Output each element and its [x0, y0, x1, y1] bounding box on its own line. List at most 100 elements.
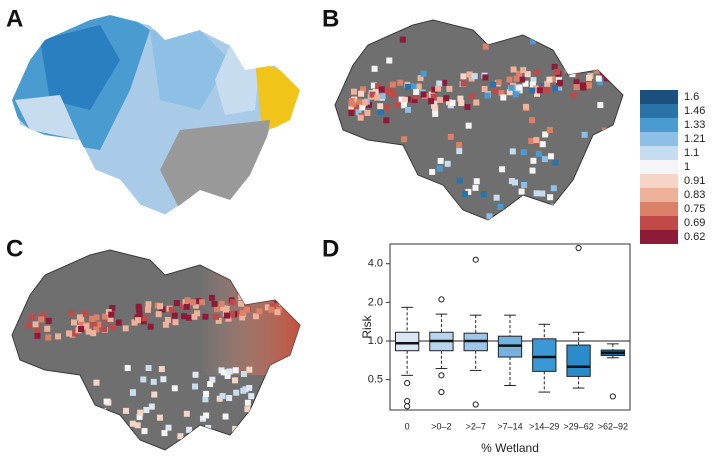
map-cell: [405, 106, 412, 113]
map-cell: [190, 299, 197, 306]
map-cell: [443, 95, 450, 102]
map-cell: [113, 432, 120, 439]
map-cell: [114, 423, 121, 430]
colorbar-cell: [640, 132, 678, 146]
map-cell: [199, 415, 206, 422]
map-cell: [421, 205, 428, 212]
map-cell: [68, 310, 75, 317]
map-cell: [278, 299, 285, 306]
outlier: [438, 296, 445, 303]
map-cell: [268, 306, 275, 313]
map-cell: [481, 85, 488, 92]
map-cell: [389, 81, 396, 88]
map-cell: [521, 200, 528, 207]
map-cell: [556, 79, 563, 86]
map-cell: [38, 316, 45, 323]
map-cell: [594, 41, 601, 48]
map-cell: [252, 313, 259, 320]
map-cell: [192, 371, 199, 378]
map-cell: [541, 156, 548, 163]
map-cell: [180, 303, 187, 310]
map-cell: [420, 70, 427, 77]
colorbar-cell: [640, 230, 678, 244]
map-cell: [410, 197, 417, 204]
map-cell: [211, 300, 218, 307]
map-cell: [162, 321, 169, 328]
map-cell: [89, 315, 96, 322]
y-tick-label: 2.0: [368, 296, 383, 308]
map-cell: [585, 82, 592, 89]
map-cell: [386, 90, 393, 97]
box-plot: % Wetland Risk 0.5 1.0 2.0 4.0 0 >0–2 >2–7 >7–1…: [360, 243, 631, 455]
map-cell: [228, 311, 235, 318]
panel-label: C: [6, 235, 23, 262]
colorbar-label: 1.33: [684, 119, 705, 131]
map-cell: [490, 81, 497, 88]
map-cell: [484, 92, 491, 99]
map-cell: [589, 59, 596, 66]
map-cell: [243, 306, 250, 313]
map-cell: [394, 102, 401, 109]
map-cell: [379, 93, 386, 100]
map-cell: [226, 395, 233, 402]
map-cell: [103, 398, 110, 405]
map-cell: [578, 57, 585, 64]
map-cell: [372, 89, 379, 96]
map-cell: [242, 386, 249, 393]
box: [394, 331, 420, 352]
map-cell: [225, 315, 232, 322]
map-cell: [441, 79, 448, 86]
map-cell: [500, 94, 507, 101]
map-cell: [616, 58, 623, 65]
map-cell: [607, 162, 614, 169]
map-cell: [611, 39, 618, 46]
map-cell: [134, 317, 141, 324]
map-cell: [522, 103, 529, 110]
map-cell: [181, 313, 188, 320]
map-cell: [405, 83, 412, 90]
map-cell: [186, 314, 193, 321]
map-cell: [395, 209, 402, 216]
map-cell: [129, 389, 136, 396]
map-cell: [129, 420, 136, 427]
outlier: [404, 398, 411, 405]
map-cell: [140, 376, 147, 383]
colorbar-cell: [640, 146, 678, 160]
panel-label: A: [6, 5, 23, 32]
map-cell: [213, 306, 220, 313]
map-cell: [593, 57, 600, 64]
map-cell: [556, 84, 563, 91]
map-cell: [85, 328, 92, 335]
panel-label: B: [322, 5, 339, 32]
map-cell: [115, 319, 122, 326]
outlier: [404, 403, 411, 410]
map-cell: [456, 148, 463, 155]
map-cell: [45, 317, 52, 324]
map-cell: [155, 311, 162, 318]
map-cell: [622, 146, 623, 153]
map-cell: [39, 312, 46, 319]
map-cell: [93, 379, 100, 386]
map-cell: [417, 75, 424, 82]
map-cell: [601, 56, 608, 63]
map-cell: [122, 325, 129, 332]
map-cell: [436, 80, 443, 87]
map-cell: [209, 376, 216, 383]
map-cell: [232, 367, 239, 374]
map-cell: [534, 90, 541, 97]
map-cell: [374, 94, 381, 101]
map-cell: [134, 422, 141, 429]
map-cell: [34, 326, 41, 333]
colorbar-cell: [640, 90, 678, 104]
map-cell: [384, 86, 391, 93]
map-cell: [192, 383, 199, 390]
y-tick-label: 0.5: [368, 374, 383, 386]
map-cell: [141, 315, 148, 322]
map-cell: [429, 168, 436, 175]
map-cell: [437, 157, 444, 164]
colorbar-cell: [640, 202, 678, 216]
map-cell: [238, 300, 245, 307]
x-tick-label: >62–92: [598, 421, 628, 431]
map-cell: [70, 319, 77, 326]
map-cell: [610, 172, 617, 179]
